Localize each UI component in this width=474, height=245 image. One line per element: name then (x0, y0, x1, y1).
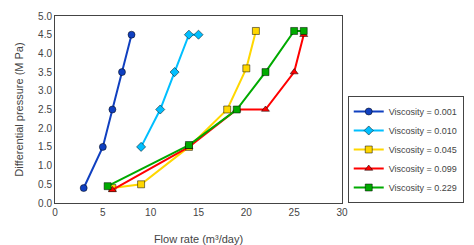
svg-text:Viscosity = 0.099: Viscosity = 0.099 (389, 164, 457, 174)
svg-text:Viscosity = 0.045: Viscosity = 0.045 (389, 145, 457, 155)
svg-text:0.0: 0.0 (38, 198, 52, 209)
svg-text:Flow rate (m³/day): Flow rate (m³/day) (154, 233, 243, 245)
svg-text:1.5: 1.5 (38, 141, 52, 152)
svg-text:30: 30 (336, 207, 348, 218)
svg-text:3.0: 3.0 (38, 85, 52, 96)
svg-text:0: 0 (52, 207, 58, 218)
svg-text:Viscosity = 0.010: Viscosity = 0.010 (389, 126, 457, 136)
svg-text:4.5: 4.5 (38, 29, 52, 40)
svg-text:Viscosity = 0.229: Viscosity = 0.229 (389, 183, 457, 193)
svg-text:5.0: 5.0 (38, 11, 52, 22)
svg-text:2.0: 2.0 (38, 123, 52, 134)
svg-text:15: 15 (193, 207, 205, 218)
svg-text:1.0: 1.0 (38, 160, 52, 171)
svg-text:2.5: 2.5 (38, 104, 52, 115)
svg-text:4.0: 4.0 (38, 48, 52, 59)
svg-text:25: 25 (289, 207, 301, 218)
svg-text:20: 20 (241, 207, 253, 218)
svg-text:3.5: 3.5 (38, 67, 52, 78)
svg-text:Differential pressure (M Pa): Differential pressure (M Pa) (13, 42, 25, 176)
svg-text:5: 5 (100, 207, 106, 218)
svg-text:Viscosity = 0.001: Viscosity = 0.001 (389, 107, 457, 117)
svg-text:0.5: 0.5 (38, 179, 52, 190)
svg-text:10: 10 (145, 207, 157, 218)
